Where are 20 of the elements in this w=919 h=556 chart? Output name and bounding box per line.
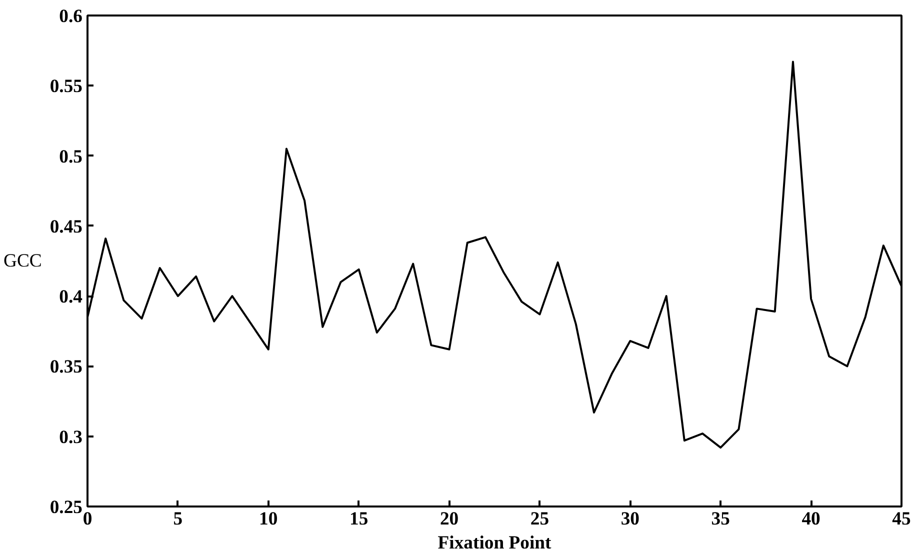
x-tick-label: 25 <box>530 508 550 530</box>
x-tick-label: 5 <box>173 508 183 530</box>
y-tick-label: 0.25 <box>50 497 83 518</box>
y-tick-label: 0.45 <box>50 216 83 238</box>
y-tick-label: 0.35 <box>50 356 83 378</box>
y-tick-label: 0.55 <box>50 76 83 98</box>
x-tick-label: 45 <box>892 508 911 530</box>
x-tick-label: 30 <box>620 508 640 530</box>
x-tick-label: 20 <box>440 508 459 530</box>
y-tick-label: 0.6 <box>59 6 83 27</box>
x-axis-title: Fixation Point <box>438 532 552 554</box>
x-tick-label: 10 <box>259 508 278 530</box>
x-tick-label: 40 <box>802 508 820 530</box>
x-tick-label: 0 <box>82 508 92 530</box>
y-tick-label: 0.3 <box>59 426 83 448</box>
y-tick-label: 0.5 <box>59 146 83 168</box>
x-tick-label: 35 <box>711 508 730 530</box>
y-axis-title: GCC <box>3 250 42 272</box>
y-tick-label: 0.4 <box>59 286 83 308</box>
x-tick-label: 15 <box>350 508 368 530</box>
